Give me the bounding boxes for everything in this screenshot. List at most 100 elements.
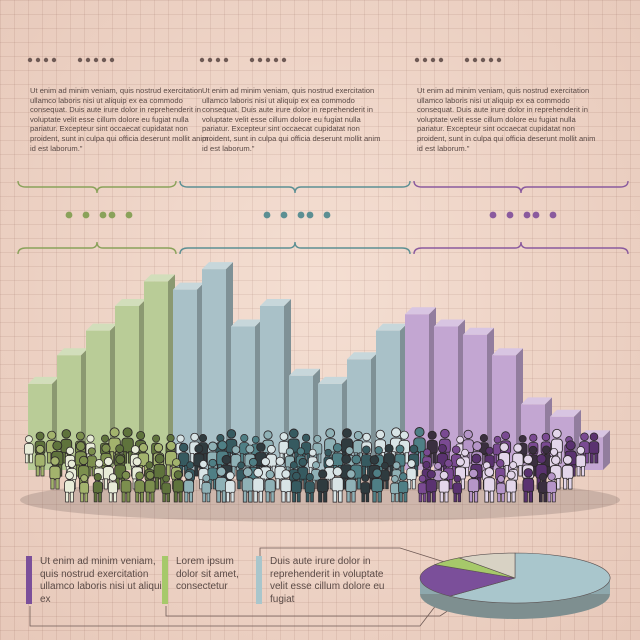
person-leg (403, 492, 408, 503)
person-head (240, 434, 249, 443)
header-dot (223, 57, 229, 63)
person-icon (406, 459, 417, 490)
person-head (362, 445, 371, 455)
person-head (453, 474, 462, 483)
header-dot (488, 57, 494, 63)
person-icon (291, 471, 302, 503)
person-leg (69, 491, 74, 503)
person-head (207, 441, 218, 452)
person-body (280, 478, 292, 494)
person-icon (215, 466, 228, 503)
person-body (496, 482, 506, 495)
brace (179, 180, 411, 194)
person-leg (29, 453, 33, 464)
person-head (130, 445, 140, 454)
person-head (154, 453, 165, 464)
person-head (523, 454, 533, 465)
bar-top (521, 397, 552, 405)
person-leg (296, 492, 301, 503)
person-body (425, 478, 437, 494)
person-body (49, 465, 61, 481)
person-icon (144, 470, 156, 503)
person-leg (501, 493, 505, 503)
person-leg (484, 490, 489, 503)
person-leg (399, 492, 403, 503)
person-icon (304, 473, 315, 503)
person-body (107, 481, 118, 495)
person-icon (483, 467, 496, 503)
person-body (252, 477, 265, 493)
person-head (562, 455, 573, 465)
middle-dot (82, 211, 90, 219)
person-body (161, 482, 171, 495)
person-leg (225, 491, 230, 503)
person-leg (310, 492, 314, 503)
person-head (94, 459, 104, 468)
person-head (101, 443, 111, 453)
callout-line (29, 599, 441, 627)
person-icon (280, 469, 292, 503)
person-body (505, 479, 517, 494)
person-leg (361, 492, 365, 503)
person-leg (356, 477, 362, 490)
person-body (224, 480, 236, 494)
middle-dot (323, 211, 331, 219)
person-leg (489, 490, 495, 503)
person-head (256, 442, 266, 452)
column-braces (17, 180, 629, 255)
person-head (108, 473, 117, 482)
person-body (417, 482, 428, 495)
person-icon (252, 467, 265, 503)
person-head (25, 435, 33, 443)
person-head (384, 443, 394, 453)
pie-chart (419, 552, 611, 619)
person-head (202, 474, 211, 482)
middle-dot (125, 211, 133, 219)
legend-swatch-blue (256, 556, 262, 604)
person-head (122, 427, 133, 438)
person-head (332, 443, 343, 453)
person-leg (184, 491, 189, 503)
header-dot (273, 57, 279, 63)
person-leg (391, 493, 395, 503)
person-head (292, 471, 301, 481)
person-leg (497, 493, 501, 503)
person-icon (588, 432, 600, 464)
brace (17, 241, 177, 255)
person-icon (467, 468, 480, 503)
person-head (374, 446, 383, 455)
person-head (538, 473, 548, 482)
bar-top (463, 327, 494, 335)
person-leg (258, 490, 263, 503)
person-leg (422, 492, 427, 503)
person-head (313, 434, 322, 443)
person-leg (265, 491, 270, 503)
person-leg (332, 490, 338, 503)
person-head (61, 429, 72, 439)
person-head (589, 432, 599, 442)
person-body (345, 478, 357, 494)
person-leg (385, 479, 389, 490)
bar-top (260, 299, 291, 306)
person-leg (372, 490, 377, 503)
bar-top (144, 274, 175, 282)
header-dot (496, 57, 502, 63)
middle-dot (549, 211, 557, 219)
person-head (440, 428, 450, 439)
header-dot (414, 57, 420, 63)
person-head (399, 430, 409, 440)
person-head (172, 458, 181, 467)
person-leg (206, 492, 211, 503)
person-head (253, 467, 263, 478)
middle-dot (297, 211, 305, 219)
person-body (575, 454, 586, 468)
person-head (267, 444, 276, 454)
person-head (499, 442, 509, 452)
person-icon (522, 468, 535, 503)
person-head (529, 433, 538, 442)
person-leg (253, 490, 258, 503)
person-head (414, 427, 425, 438)
header-dot (430, 57, 436, 63)
header-dot (464, 57, 470, 63)
person-leg (457, 492, 462, 503)
